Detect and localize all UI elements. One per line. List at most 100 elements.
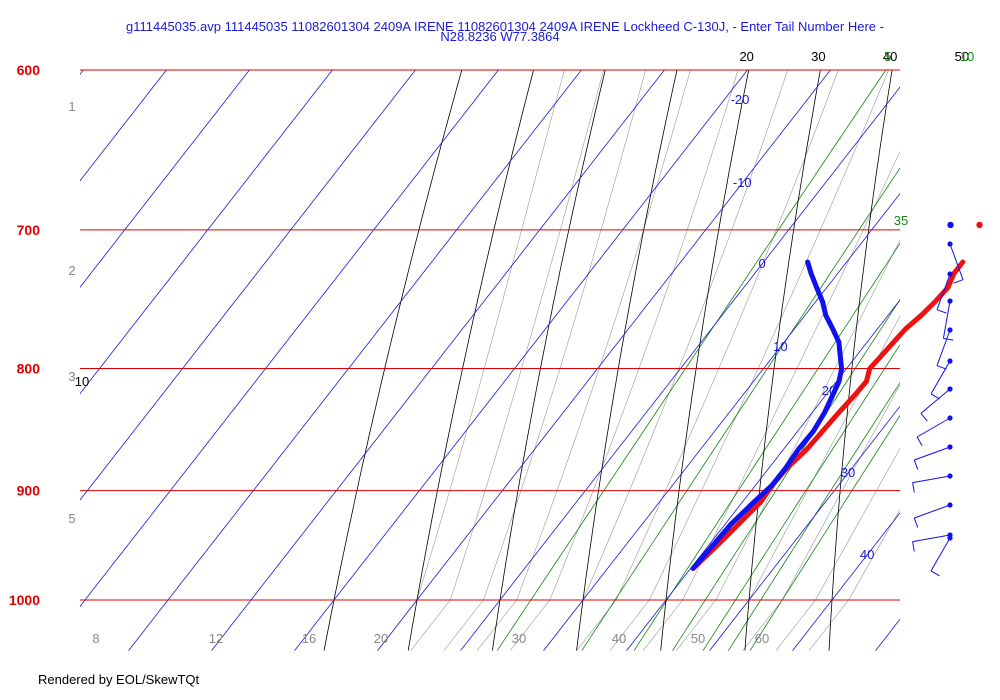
pressure-label: 900	[17, 483, 41, 499]
isotherms	[80, 70, 900, 651]
mixing-ratio-line	[672, 298, 900, 651]
dry-adiabat-label: 20	[739, 49, 753, 64]
moist-adiabat-line	[476, 70, 691, 651]
wind-barb	[930, 535, 953, 577]
altitude-label: 2	[68, 263, 75, 278]
dry-adiabat-label: 10	[75, 374, 89, 389]
moist-adiabat-line	[676, 239, 900, 651]
wind-barb	[920, 386, 953, 422]
isotherm-line	[294, 70, 748, 651]
dry-adiabats	[323, 70, 893, 651]
wind-barb-flag	[913, 517, 919, 528]
wind-barb-flag	[912, 541, 915, 552]
temperature-profile	[690, 259, 966, 571]
isotherm-label: 10	[773, 339, 787, 354]
wind-barb-flag	[930, 570, 940, 577]
moist-adiabat-line	[410, 70, 605, 651]
moist-adiabat-label: 40	[612, 631, 626, 646]
dry-adiabat-line	[828, 70, 893, 651]
moist-adiabats	[377, 70, 900, 651]
moist-adiabat-line	[808, 508, 900, 651]
wind-barb-flag	[930, 393, 940, 400]
moist-adiabat-line	[609, 70, 889, 651]
dry-adiabat-line	[744, 70, 821, 651]
wind-barb	[912, 473, 953, 493]
wind-barb	[942, 298, 954, 341]
dewpoint-point	[947, 221, 954, 229]
altitude-label: 5	[68, 511, 75, 526]
moist-adiabat-label: 8	[92, 631, 99, 646]
moist-adiabat-label: 12	[209, 631, 223, 646]
moist-adiabat-line	[775, 447, 900, 651]
mixing-ratio-line	[496, 70, 887, 651]
wind-barb-station	[947, 444, 953, 450]
wind-barb-station	[947, 271, 953, 277]
isotherm-line	[80, 70, 250, 288]
dry-adiabat-line	[660, 70, 750, 651]
wind-barb-shaft	[930, 360, 951, 395]
isotherm-line	[460, 86, 900, 651]
isotherm-line	[80, 70, 499, 608]
wind-barb	[947, 241, 964, 284]
wind-barb	[930, 358, 953, 400]
mixing-ratio-line	[727, 382, 900, 651]
rendered-by-footer: Rendered by EOL/SkewTQt	[38, 672, 200, 687]
isotherm-line	[709, 405, 900, 651]
dry-adiabat-label: 40	[883, 49, 897, 64]
isotherm-line	[80, 70, 333, 395]
wind-barb-shaft	[914, 446, 951, 461]
pressure-label: 1000	[9, 592, 40, 608]
chart-title-line1: g111445035.avp 111445035 11082601304 240…	[126, 19, 884, 34]
moist-adiabat-label: 50	[691, 631, 705, 646]
wind-barb	[916, 415, 953, 446]
wind-barb-shaft	[936, 273, 951, 310]
wind-barb-station	[947, 327, 953, 333]
wind-barb-flag	[920, 413, 928, 422]
wind-barb-shaft	[942, 300, 951, 339]
wind-barb-shaft	[912, 475, 951, 484]
wind-barb-station	[947, 241, 953, 247]
mixing-ratio-line	[702, 344, 900, 651]
isotherm-label: -20	[731, 92, 750, 107]
dry-adiabat-label: 30	[811, 49, 825, 64]
wind-barb-flag	[916, 436, 923, 446]
wind-barb-shaft	[949, 243, 964, 280]
moist-adiabat-line	[543, 70, 788, 651]
wind-barb-shaft	[914, 504, 951, 519]
wind-barb-flag	[913, 459, 919, 470]
mixing-ratio-line	[581, 167, 900, 651]
isotherm-label: 40	[860, 547, 874, 562]
moist-adiabat-line	[510, 70, 739, 651]
dry-adiabat-line	[492, 70, 606, 651]
mixing-ratio-label: 5	[884, 49, 891, 64]
moist-adiabat-label: 60	[755, 631, 769, 646]
isotherm-label: 30	[841, 465, 855, 480]
wind-barb-station	[947, 358, 953, 364]
wind-barb-station	[947, 298, 953, 304]
wind-barb-shaft	[920, 388, 951, 414]
mixing-ratio-line	[749, 414, 900, 651]
wind-barb-flag	[912, 482, 915, 493]
wind-barb-station	[947, 386, 953, 392]
altitude-label: 3	[68, 369, 75, 384]
wind-barb	[912, 532, 953, 552]
moist-adiabat-line	[742, 384, 900, 651]
dewpoint-profile	[690, 259, 845, 571]
dry-adiabat-line	[407, 70, 534, 651]
wind-barb	[913, 502, 953, 528]
wind-barbs	[912, 241, 964, 577]
isotherm-line	[211, 70, 665, 651]
isotherm-line	[128, 70, 582, 651]
isotherm-line	[792, 512, 900, 651]
mixing-ratio-line	[633, 242, 900, 651]
sounding-profiles	[690, 221, 983, 571]
isotherm-line	[543, 192, 900, 651]
dry-adiabat-label: 50	[955, 49, 969, 64]
isotherm-line	[626, 299, 900, 651]
moist-adiabat-line	[443, 70, 646, 651]
wind-barb-flag	[953, 279, 964, 284]
mixing-ratio-lines	[496, 70, 900, 651]
wind-barb-station	[947, 535, 953, 541]
